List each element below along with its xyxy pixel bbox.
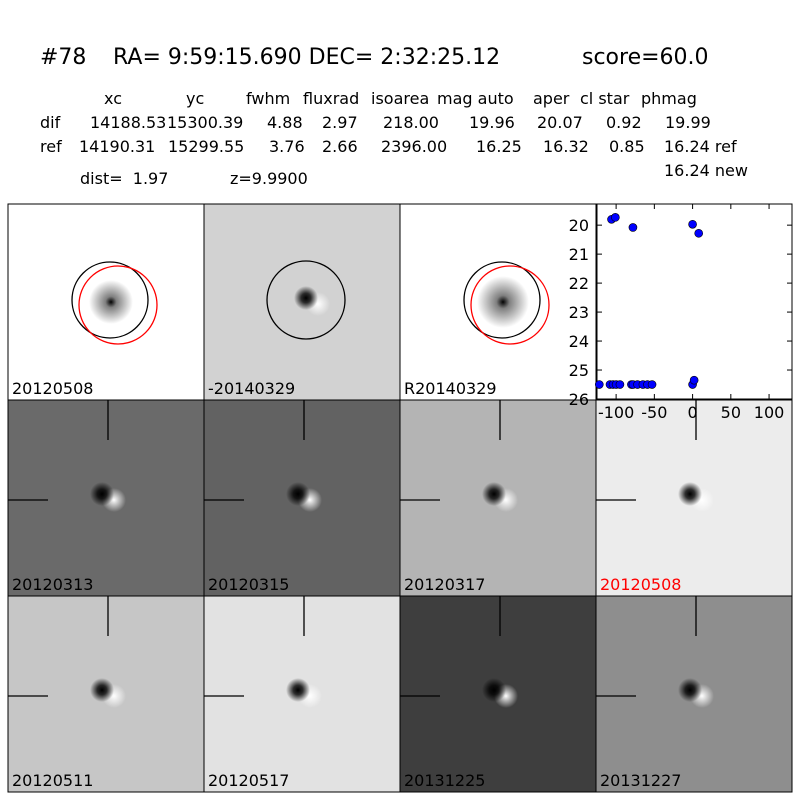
cell: 2396.00 [381, 137, 447, 156]
tile-label: 20120508 [600, 575, 681, 594]
point [611, 213, 620, 222]
table-note: 16.24 new [664, 161, 748, 180]
aperture-ref [78, 265, 158, 345]
plot-area [596, 203, 793, 400]
cell: 218.00 [383, 113, 439, 132]
stats-table: xc yc fwhm fluxrad isoarea mag auto aper cl sta… [40, 89, 737, 156]
column-header: isoarea [371, 89, 429, 108]
residual-dark [482, 482, 506, 506]
y-tick-label: 21 [569, 245, 589, 264]
cell: 16.25 [476, 137, 522, 156]
row-label: ref [40, 137, 62, 156]
coordinates: RA= 9:59:15.690 DEC= 2:32:25.12 [113, 45, 500, 70]
cell: 14190.31 [79, 137, 155, 156]
y-tick-label: 25 [569, 361, 589, 380]
row-label: dif [40, 113, 61, 132]
tile-label: 20120313 [12, 575, 93, 594]
column-header: cl star [580, 89, 630, 108]
tile-label: 20120317 [404, 575, 485, 594]
cell: 0.85 [609, 137, 645, 156]
tile-label: R20140329 [404, 379, 497, 398]
x-tick-label: 100 [754, 403, 785, 422]
cell: 16.24 ref [664, 137, 737, 156]
column-header: fluxrad [303, 89, 359, 108]
star [89, 280, 133, 324]
tiles: 20120508 -20140329 R20140329 20120313 201203… [7, 203, 793, 793]
aperture-ref [470, 265, 550, 345]
tile-label: -20140329 [208, 379, 295, 398]
column-header: xc [104, 89, 122, 108]
residual-dark [286, 678, 310, 702]
column-header: fwhm [246, 89, 290, 108]
residual-dark [90, 678, 114, 702]
residual-dark [286, 482, 310, 506]
tile-label: 20120511 [12, 771, 93, 790]
residual-dark [294, 286, 318, 310]
score: score=60.0 [582, 45, 709, 70]
cell: 15299.55 [168, 137, 244, 156]
point [594, 380, 604, 389]
cell: 15300.39 [167, 113, 243, 132]
cell: 2.66 [322, 137, 358, 156]
y-tick-label: 20 [569, 216, 589, 235]
cell: 4.88 [267, 113, 303, 132]
aperture [266, 260, 346, 340]
tile-label: 20120508 [12, 379, 93, 398]
x-tick-label: 0 [687, 403, 697, 422]
point [628, 223, 638, 232]
y-tick-label: 26 [569, 390, 589, 409]
cell: 19.99 [665, 113, 711, 132]
tile-label: 20131227 [600, 771, 681, 790]
z-value: z=9.9900 [230, 169, 308, 188]
point [694, 228, 704, 238]
object-id: #78 [40, 45, 86, 70]
cell: 19.96 [469, 113, 515, 132]
aperture [71, 261, 149, 339]
column-header: yc [186, 89, 204, 108]
point [688, 219, 697, 229]
point [647, 380, 657, 389]
tile-label: 20120517 [208, 771, 289, 790]
point [689, 375, 699, 385]
y-tick-label: 24 [569, 332, 589, 351]
x-tick-label: -50 [641, 403, 667, 422]
x-tick-label: 50 [721, 403, 741, 422]
cell: 2.97 [322, 113, 358, 132]
point [615, 380, 625, 389]
y-tick-label: 23 [569, 303, 589, 322]
tile-label: 20120315 [208, 575, 289, 594]
cell: 20.07 [537, 113, 583, 132]
residual-dark [90, 482, 114, 506]
residual-dark [482, 678, 506, 702]
star [477, 276, 529, 328]
distance: dist= 1.97 [80, 169, 168, 188]
column-header: mag auto [437, 89, 514, 108]
tile-label: 20131225 [404, 771, 485, 790]
scatter-plot: 20 21 22 23 24 25 26 -100 -50 0 50 100 [569, 203, 793, 422]
x-tick-label: -100 [598, 403, 634, 422]
column-header: phmag [641, 89, 697, 108]
residual-dark [678, 482, 702, 506]
cell: 3.76 [269, 137, 305, 156]
residual-dark [678, 678, 702, 702]
aperture [463, 261, 541, 339]
cell: 14188.53 [90, 113, 166, 132]
cell: 16.32 [543, 137, 589, 156]
y-tick-label: 22 [569, 274, 589, 293]
column-header: aper [533, 89, 570, 108]
cell: 0.92 [606, 113, 642, 132]
